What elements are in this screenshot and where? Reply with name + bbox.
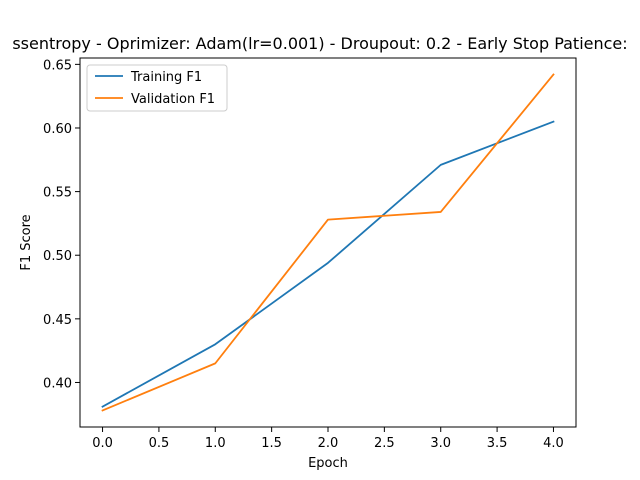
training-f1-line	[101, 120, 555, 408]
series-layer	[101, 73, 555, 412]
x-tick-label: 1.5	[261, 436, 282, 451]
y-tick-label: 0.65	[43, 58, 72, 73]
y-tick-label: 0.55	[43, 186, 72, 201]
legend-label-validation: Validation F1	[131, 92, 215, 107]
x-tick-label: 0.5	[149, 436, 170, 451]
y-tick-label: 0.50	[43, 249, 72, 264]
legend: Training F1 Validation F1	[86, 64, 228, 112]
y-tick-label: 0.60	[43, 122, 72, 137]
x-tick-label: 0.0	[92, 436, 113, 451]
legend-label-training: Training F1	[130, 70, 202, 85]
y-axis-label: F1 Score	[19, 214, 34, 270]
y-tick-label: 0.45	[43, 313, 72, 328]
x-tick-label: 2.5	[374, 436, 395, 451]
x-tick-label: 4.0	[543, 436, 564, 451]
plot-area	[80, 58, 576, 427]
x-axis-label: Epoch	[308, 456, 348, 471]
x-tick-label: 2.0	[318, 436, 339, 451]
validation-f1-line	[101, 73, 555, 412]
x-tick-label: 1.0	[205, 436, 226, 451]
y-tick-label: 0.40	[43, 376, 72, 391]
chart-title: ssentropy - Oprimizer: Adam(lr=0.001) - …	[12, 34, 627, 53]
y-axis-ticks: 0.40 0.45 0.50 0.55 0.60 0.65	[43, 58, 80, 391]
x-tick-label: 3.0	[430, 436, 451, 451]
plot-frame	[79, 57, 577, 428]
x-tick-label: 3.5	[487, 436, 508, 451]
x-axis-ticks: 0.0 0.5 1.0 1.5 2.0 2.5 3.0 3.5 4.0	[92, 427, 564, 451]
